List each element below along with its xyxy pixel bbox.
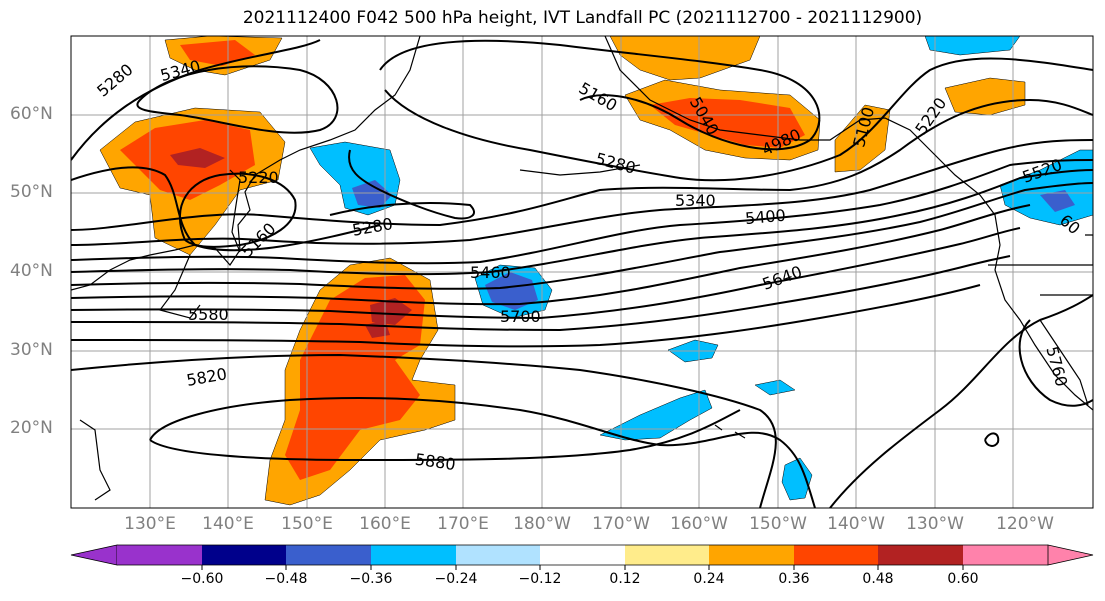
height-contours (71, 39, 1093, 508)
contour-label: 5580 (188, 305, 229, 324)
lon-label: 160°W (670, 514, 728, 534)
colorbar-tick-label: −0.60 (180, 571, 224, 587)
lon-label: 150°E (281, 514, 333, 534)
lon-label: 130°W (906, 514, 964, 534)
contour-label: 5400 (744, 206, 786, 228)
colorbar (70, 544, 1094, 570)
colorbar-tick-label: 0.12 (609, 571, 641, 587)
colorbar-tick-label: −0.36 (349, 571, 393, 587)
map-frame (70, 35, 1094, 509)
lon-label: 170°E (437, 514, 489, 534)
lon-label: 180°W (513, 514, 571, 534)
lat-label: 40°N (10, 261, 53, 281)
colorbar-tick-label: 0.60 (947, 571, 979, 587)
colorbar-tick-label: 0.24 (693, 571, 725, 587)
lat-label: 30°N (10, 340, 53, 360)
contour-label: 5700 (500, 307, 541, 326)
lat-label: 60°N (10, 104, 53, 124)
map-title: 2021112400 F042 500 hPa height, IVT Land… (242, 8, 923, 28)
lat-label: 50°N (10, 182, 53, 202)
contour-label: 5460 (470, 263, 511, 282)
graticule (71, 36, 1093, 508)
lon-label: 130°E (124, 514, 176, 534)
lon-label: 120°W (996, 514, 1054, 534)
lat-label: 20°N (10, 418, 53, 438)
lon-label: 160°E (359, 514, 411, 534)
colorbar-tick-label: −0.48 (264, 571, 308, 587)
contour-label: 5340 (675, 191, 716, 210)
lon-label: 170°W (592, 514, 650, 534)
colorbar-tick-label: 0.48 (862, 571, 894, 587)
contour-label: 5220 (238, 168, 279, 187)
lon-label: 150°W (749, 514, 807, 534)
colorbar-tick-label: 0.36 (778, 571, 810, 587)
colorbar-tick-label: −0.12 (518, 571, 562, 587)
lon-label: 140°W (827, 514, 885, 534)
lon-label: 140°E (202, 514, 254, 534)
colorbar-tick-label: −0.24 (434, 571, 478, 587)
